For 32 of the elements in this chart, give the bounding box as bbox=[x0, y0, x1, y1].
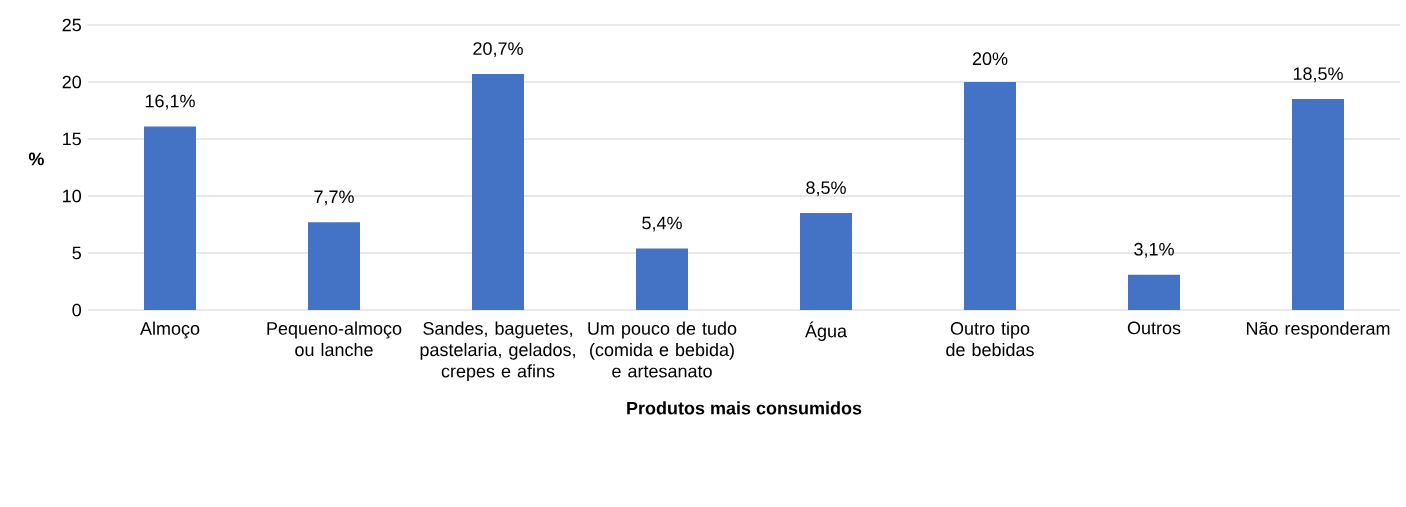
y-tick-label: 5 bbox=[72, 246, 81, 260]
data-label: 20,7% bbox=[473, 42, 523, 58]
bar bbox=[636, 248, 688, 310]
x-tick-label: Almoço bbox=[140, 321, 200, 339]
bar bbox=[1128, 274, 1181, 310]
bar bbox=[308, 222, 360, 310]
x-tick-label: Outro tipo de bebidas bbox=[946, 321, 1034, 357]
bar bbox=[800, 213, 853, 310]
x-tick-label: Um pouco de tudo (comida e bebida) e artesanato bbox=[588, 321, 737, 378]
data-label: 5,4% bbox=[642, 216, 682, 232]
bar bbox=[472, 74, 525, 310]
x-tick-label: Pequeno-almoço ou lanche bbox=[267, 321, 402, 357]
data-label: 3,1% bbox=[1134, 242, 1174, 258]
x-tick-label: Sandes, baguetes, pastelaria, gelados, crepes e afins bbox=[420, 321, 575, 382]
y-tick-label: 15 bbox=[63, 132, 81, 146]
bar bbox=[964, 82, 1017, 310]
y-tick-label: 10 bbox=[63, 189, 82, 203]
data-label: 7,7% bbox=[314, 190, 354, 206]
bar bbox=[144, 126, 196, 310]
y-tick-label: 25 bbox=[62, 18, 81, 32]
data-label: 20% bbox=[972, 52, 1008, 66]
y-tick-label: 0 bbox=[72, 303, 82, 317]
y-axis-title: % bbox=[28, 152, 44, 166]
x-tick-label: Água bbox=[805, 321, 848, 341]
y-tick-label: 20 bbox=[62, 75, 82, 89]
x-tick-label: Não responderam bbox=[1246, 321, 1390, 339]
x-axis-title: Produtos mais consumidos bbox=[627, 401, 862, 415]
data-label: 16,1% bbox=[145, 94, 195, 110]
data-label: 18,5% bbox=[1293, 67, 1343, 83]
bar bbox=[1292, 99, 1345, 310]
data-label: 8,5% bbox=[806, 181, 846, 197]
x-tick-label: Outros bbox=[1127, 321, 1181, 335]
